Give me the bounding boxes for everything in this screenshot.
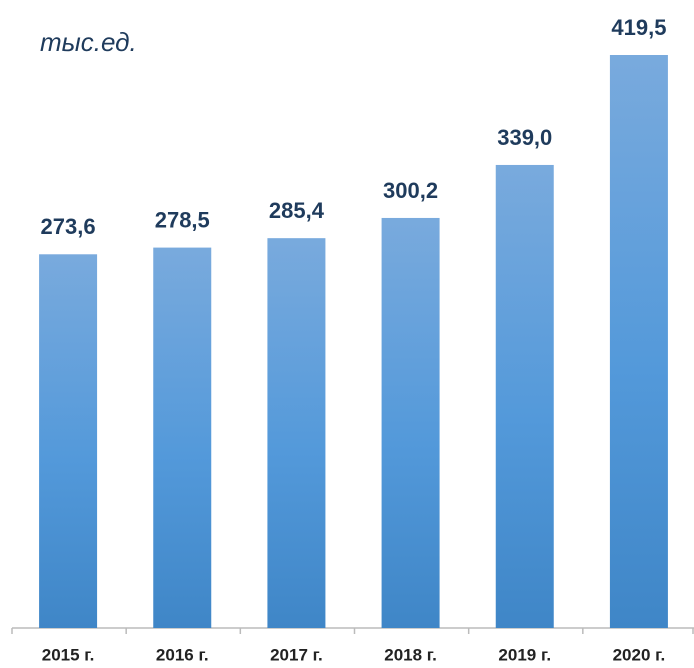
bar	[609, 55, 668, 628]
x-tick-label: 2017 г.	[270, 645, 323, 664]
value-label: 419,5	[611, 15, 666, 40]
value-label: 285,4	[269, 198, 325, 223]
bar	[381, 217, 440, 628]
unit-label: тыс.ед.	[40, 27, 137, 57]
x-tick-label: 2020 г.	[613, 645, 666, 664]
x-tick-label: 2015 г.	[42, 645, 95, 664]
x-tick-label: 2016 г.	[156, 645, 209, 664]
bar	[267, 238, 326, 629]
bar	[495, 164, 554, 628]
bar	[153, 247, 212, 628]
value-label: 300,2	[383, 178, 438, 203]
value-label: 278,5	[155, 207, 210, 232]
x-tick-label: 2018 г.	[384, 645, 437, 664]
x-tick-label: 2019 г.	[498, 645, 551, 664]
value-label: 339,0	[497, 125, 552, 150]
bar	[39, 254, 98, 628]
value-label: 273,6	[41, 214, 96, 239]
